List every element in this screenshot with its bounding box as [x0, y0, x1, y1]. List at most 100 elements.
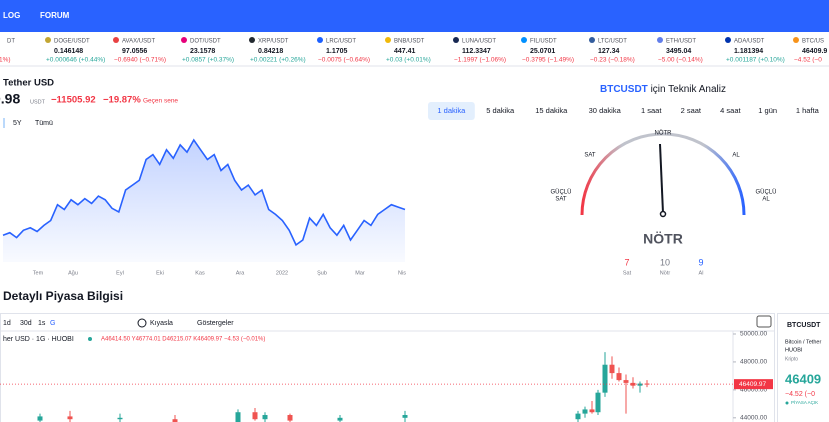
ticker-symbol[interactable]: LRC/USDT: [326, 39, 356, 45]
interval-tab[interactable]: 1 saat: [641, 106, 662, 115]
ticker-change: +0.00221 (+0.26%): [250, 57, 306, 64]
gauge-needle: [659, 143, 664, 214]
area-fill: [3, 140, 405, 262]
compare-icon: [137, 318, 147, 328]
ticker-change: −0.3795 (−1.49%): [522, 57, 574, 64]
side-change: −4.52 (−0: [785, 391, 815, 398]
ticker-change: 1%): [0, 57, 11, 64]
interval-tab[interactable]: 5 dakika: [486, 106, 515, 115]
section-title: Detaylı Piyasa Bilgisi: [3, 289, 123, 303]
ticker-price: 1.181394: [734, 48, 763, 55]
interval-tab[interactable]: 4 saat: [720, 106, 741, 115]
camera-icon[interactable]: [756, 315, 772, 328]
ticker-change: +0.001187 (+0.10%): [726, 57, 785, 64]
area-line: [2, 138, 406, 247]
interval-tab[interactable]: 1 dakika: [437, 106, 466, 115]
ticker-change: −1.1997 (−1.06%): [454, 57, 506, 64]
count-value: 10: [660, 257, 670, 267]
ticker-symbol[interactable]: AVAX/USDT: [122, 39, 155, 45]
gauge-label: NÖTR: [655, 130, 673, 137]
ticker-symbol[interactable]: DOT/USDT: [190, 39, 221, 45]
candle-body: [402, 415, 408, 418]
candle-body: [337, 417, 343, 421]
ticker-symbol[interactable]: FIL/USDT: [530, 39, 557, 45]
toolbar-button[interactable]: 1s: [38, 320, 46, 327]
range-tab[interactable]: 5Y: [13, 120, 22, 127]
ticker-symbol[interactable]: BTC/US: [802, 39, 824, 45]
ticker-symbol[interactable]: ADA/USDT: [734, 39, 765, 45]
coin-icon: [793, 37, 799, 43]
y-tick-label: 48000.00: [740, 359, 767, 366]
asset-name: Tether USD: [3, 78, 54, 89]
x-tick-label: Ağu: [68, 270, 78, 276]
range-marker: [3, 118, 5, 128]
candle-body: [589, 409, 595, 413]
interval-tab[interactable]: 2 saat: [681, 106, 702, 115]
ta-title: BTCUSDT için Teknik Analiz: [600, 84, 726, 95]
ticker-symbol[interactable]: LUNA/USDT: [462, 39, 496, 45]
side-exchange: HUOBI: [785, 347, 803, 353]
count-label: Al: [699, 270, 704, 276]
toolbar-button[interactable]: G: [50, 320, 55, 327]
ticker-symbol[interactable]: DT: [7, 39, 15, 45]
ticker-change: +0.03 (+0.01%): [386, 57, 431, 64]
coin-icon: [45, 37, 51, 43]
period-label: Geçen sene: [143, 98, 178, 105]
x-tick-label: Nis: [398, 270, 406, 276]
ticker-price: 0.84218: [258, 48, 283, 55]
y-tick-label: 50000.00: [740, 331, 767, 338]
nav-bar: [0, 0, 829, 32]
asset-price: 0.98: [0, 91, 20, 107]
count-value: 7: [624, 257, 629, 267]
toolbar-button[interactable]: Kıyasla: [150, 320, 173, 327]
candle-body: [644, 383, 650, 385]
candle-body: [637, 383, 643, 386]
candle-body: [609, 364, 615, 374]
gauge-label: GÜÇLÜ: [755, 189, 776, 196]
toolbar-button[interactable]: 30d: [20, 320, 32, 327]
coin-icon: [181, 37, 187, 43]
status-dot: [785, 401, 789, 405]
ticker-price: 46409.9: [802, 48, 827, 55]
ticker-price: 112.3347: [462, 48, 491, 55]
toolbar-button[interactable]: Göstergeler: [197, 320, 234, 327]
coin-icon: [725, 37, 731, 43]
ta-summary: NÖTR: [643, 231, 683, 247]
ticker-price: 3495.04: [666, 48, 691, 55]
count-label: Sat: [623, 270, 632, 276]
nav-link[interactable]: FORUM: [40, 11, 70, 20]
ticker-symbol[interactable]: BNB/USDT: [394, 39, 425, 45]
nav-link[interactable]: LOG: [3, 11, 20, 20]
side-category: Kripto: [785, 356, 798, 362]
ticker-symbol[interactable]: LTC/USDT: [598, 39, 627, 45]
ticker-price: 127.34: [598, 48, 620, 55]
range-tab[interactable]: Tümü: [35, 120, 53, 127]
legend-ohlc: A46414.50 Y46774.01 D46215.07 K46409.97 …: [101, 337, 265, 343]
x-tick-label: Eyl: [116, 270, 124, 276]
ticker-change: +0.000646 (+0.44%): [46, 57, 105, 64]
interval-tab[interactable]: 15 dakika: [535, 106, 568, 115]
ticker-price: 25.0701: [530, 48, 555, 55]
interval-tab[interactable]: 1 gün: [758, 106, 777, 115]
gauge-label: SAT: [584, 153, 596, 159]
gauge-label: SAT: [555, 197, 567, 203]
ticker-symbol[interactable]: DOGE/USDT: [54, 39, 90, 45]
gauge-label: AL: [732, 153, 740, 159]
x-tick-label: Eki: [156, 270, 164, 276]
ticker-symbol[interactable]: ETH/USDT: [666, 39, 696, 45]
side-name: Bitcoin / Tether: [785, 339, 821, 345]
ta-symbol[interactable]: BTCUSDT: [600, 84, 648, 95]
gauge-arc: [580, 132, 746, 216]
interval-tab[interactable]: 1 hafta: [796, 106, 820, 115]
ticker-symbol[interactable]: XRP/USDT: [258, 39, 289, 45]
candle-body: [262, 415, 268, 420]
interval-tab[interactable]: 30 dakika: [589, 106, 622, 115]
candle-body: [67, 416, 73, 420]
toolbar-button[interactable]: 1d: [3, 320, 11, 327]
ticker-change: +0.0857 (+0.37%): [182, 57, 234, 64]
side-panel: [777, 313, 829, 422]
price-unit: USDT: [30, 99, 46, 105]
ta-title-text: için Teknik Analiz: [651, 84, 726, 95]
x-tick-label: Şub: [317, 270, 327, 276]
ticker-price: 97.0556: [122, 48, 147, 55]
